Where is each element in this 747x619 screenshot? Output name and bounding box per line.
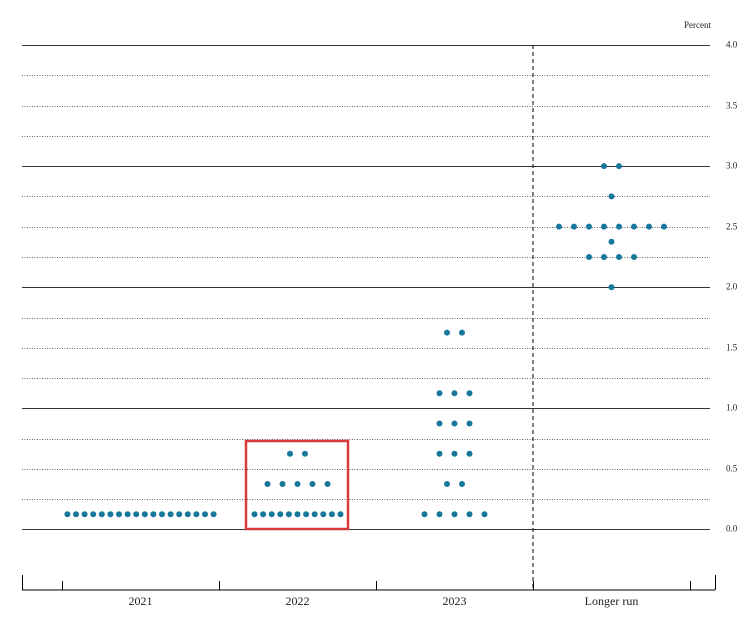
dot: [210, 511, 217, 518]
dot: [167, 511, 174, 518]
y-tick-label: 3.5: [726, 101, 738, 111]
dot: [150, 511, 157, 518]
dot: [268, 511, 275, 518]
dot: [98, 511, 105, 518]
dot: [309, 481, 316, 488]
dot: [279, 481, 286, 488]
dot: [601, 223, 607, 230]
dot: [436, 420, 443, 427]
dot: [193, 511, 200, 518]
dot: [466, 450, 473, 457]
dot: [601, 253, 607, 260]
dot: [556, 223, 562, 230]
dot: [436, 450, 443, 457]
dot: [264, 481, 271, 488]
dot: [116, 511, 122, 518]
dot: [90, 511, 97, 518]
dot: [202, 511, 208, 518]
dot: [571, 223, 577, 230]
x-tick-label: 2022: [286, 594, 310, 608]
y-tick-label: 0.0: [726, 524, 738, 534]
dot: [436, 511, 443, 518]
dot: [64, 511, 71, 518]
dot: [176, 511, 183, 518]
dot: [631, 253, 637, 260]
dot: [451, 450, 458, 457]
dot: [444, 481, 450, 488]
dot: [303, 511, 310, 518]
y-tick-label: 1.0: [726, 403, 738, 413]
dot: [466, 511, 473, 518]
highlight-box: [244, 439, 350, 531]
y-tick-label: 3.0: [726, 161, 738, 171]
dot: [436, 390, 443, 397]
dot: [294, 511, 301, 518]
dot: [81, 511, 88, 518]
dot: [159, 511, 165, 518]
dot: [184, 511, 191, 518]
y-tick-label: 2.0: [726, 282, 738, 292]
dot: [133, 511, 140, 518]
dot: [466, 420, 473, 427]
dot: [324, 481, 331, 488]
x-tick-label: 2021: [129, 594, 153, 608]
x-tick-label: 2023: [443, 594, 467, 608]
dot: [601, 163, 607, 170]
y-tick-label: 1.5: [726, 343, 738, 353]
dot: [616, 163, 622, 170]
dot: [320, 511, 327, 518]
dot: [251, 511, 258, 518]
dot: [586, 253, 592, 260]
dot: [73, 511, 79, 518]
dot: [287, 450, 293, 457]
dot: [616, 253, 622, 260]
dot: [631, 223, 637, 230]
dot: [302, 450, 308, 457]
dot: [481, 511, 488, 518]
dot: [608, 284, 615, 291]
dot: [608, 193, 615, 200]
dot: [421, 511, 428, 518]
dot: [459, 329, 465, 336]
dot: [586, 223, 592, 230]
dot: [311, 511, 318, 518]
dot: [444, 329, 450, 336]
dot: [451, 390, 458, 397]
y-tick-label: 4.0: [726, 40, 738, 50]
dot: [451, 420, 458, 427]
dot: [285, 511, 292, 518]
y-tick-label: 2.5: [726, 222, 738, 232]
dot: [661, 223, 667, 230]
dot: [459, 481, 465, 488]
y-axis-label: Percent: [684, 20, 711, 30]
dot: [277, 511, 284, 518]
dot: [608, 238, 615, 245]
dot: [107, 511, 114, 518]
dot: [294, 481, 301, 488]
dot: [124, 511, 131, 518]
dot: [260, 511, 267, 518]
y-tick-label: 0.5: [726, 464, 738, 474]
dot: [451, 511, 458, 518]
dot: [141, 511, 148, 518]
dot: [337, 511, 344, 518]
dot: [646, 223, 652, 230]
dot: [616, 223, 622, 230]
dot: [328, 511, 335, 518]
x-tick-label: Longer run: [585, 594, 639, 608]
dot: [466, 390, 473, 397]
